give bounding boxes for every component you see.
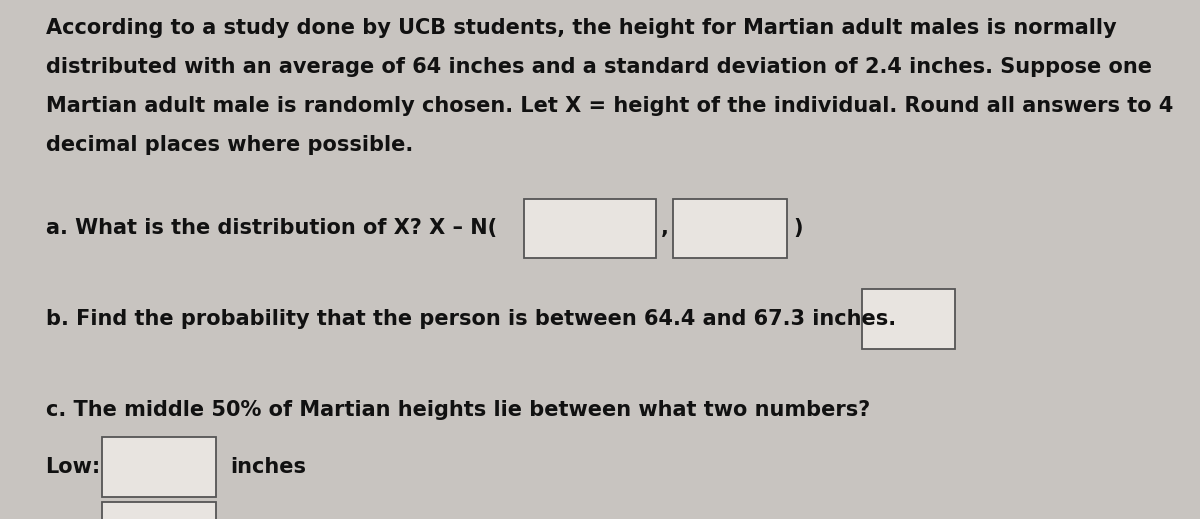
Text: a. What is the distribution of X? X – N(: a. What is the distribution of X? X – N( bbox=[46, 218, 497, 238]
Text: ): ) bbox=[793, 218, 803, 238]
Text: According to a study done by UCB students, the height for Martian adult males is: According to a study done by UCB student… bbox=[46, 18, 1116, 38]
Text: b. Find the probability that the person is between 64.4 and 67.3 inches.: b. Find the probability that the person … bbox=[46, 309, 895, 329]
FancyBboxPatch shape bbox=[102, 502, 216, 519]
FancyBboxPatch shape bbox=[524, 198, 656, 258]
Text: distributed with an average of 64 inches and a standard deviation of 2.4 inches.: distributed with an average of 64 inches… bbox=[46, 57, 1152, 77]
FancyBboxPatch shape bbox=[102, 437, 216, 497]
Text: decimal places where possible.: decimal places where possible. bbox=[46, 135, 413, 155]
Text: inches: inches bbox=[230, 457, 306, 477]
FancyBboxPatch shape bbox=[862, 290, 955, 349]
Text: Martian adult male is randomly chosen. Let X = height of the individual. Round a: Martian adult male is randomly chosen. L… bbox=[46, 96, 1172, 116]
Text: ,: , bbox=[661, 218, 670, 238]
Text: Low:: Low: bbox=[46, 457, 101, 477]
Text: c. The middle 50% of Martian heights lie between what two numbers?: c. The middle 50% of Martian heights lie… bbox=[46, 400, 870, 420]
FancyBboxPatch shape bbox=[673, 198, 787, 258]
